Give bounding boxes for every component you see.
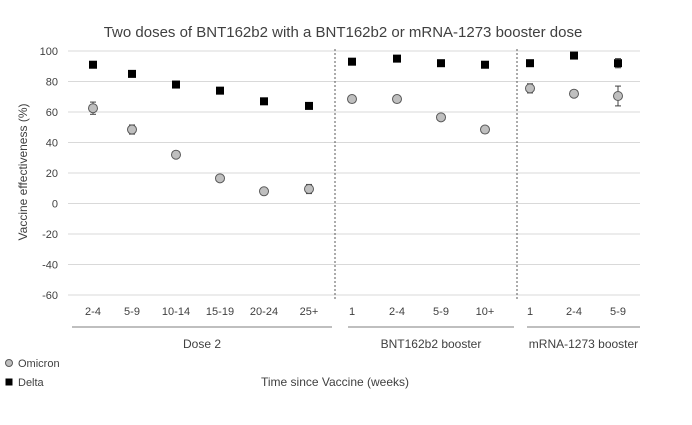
legend-label: Delta: [18, 377, 45, 389]
x-tick-label: 25+: [300, 306, 319, 318]
y-tick-label: -40: [42, 260, 58, 272]
omicron-point: [569, 88, 579, 99]
y-tick-labels: 100 80 60 40 20 0 -20 -40 -60: [40, 46, 58, 302]
y-tick-label: 60: [46, 107, 58, 119]
omicron-point: [436, 112, 446, 123]
x-tick-labels: 2-4 5-9 10-14 15-19 20-24 25+ 1 2-4 5-9 10+ 1 2-4 5-…: [85, 306, 626, 318]
omicron-point: [392, 94, 402, 105]
omicron-point: [480, 124, 490, 135]
x-axis-title: Time since Vaccine (weeks): [261, 375, 409, 389]
delta-point: [437, 59, 445, 68]
y-tick-label: -20: [42, 229, 58, 241]
delta-point: [216, 86, 224, 95]
omicron-point: [171, 149, 181, 160]
group-label: BNT162b2 booster: [381, 337, 482, 351]
chart-title: Two doses of BNT162b2 with a BNT162b2 or…: [104, 24, 583, 41]
x-tick-label: 1: [349, 306, 355, 318]
delta-point: [393, 54, 401, 63]
x-tick-label: 15-19: [206, 306, 234, 318]
delta-point: [89, 60, 97, 69]
x-tick-label: 5-9: [610, 306, 626, 318]
delta-point: [172, 80, 180, 89]
x-tick-label: 5-9: [433, 306, 449, 318]
omicron-point: [127, 124, 137, 135]
omicron-point: [259, 186, 269, 197]
y-tick-label: 0: [52, 199, 58, 211]
omicron-point: [215, 173, 225, 184]
x-tick-label: 1: [527, 306, 533, 318]
gridlines: [68, 50, 640, 296]
y-tick-label: 100: [40, 46, 58, 58]
omicron-point: [525, 83, 535, 94]
x-tick-label: 2-4: [389, 306, 405, 318]
y-axis-title: Vaccine effectiveness (%): [16, 104, 30, 241]
delta-point: [348, 57, 356, 66]
x-tick-label: 20-24: [250, 306, 278, 318]
legend-omicron-marker: [5, 359, 13, 367]
x-group-labels: Dose 2 BNT162b2 booster mRNA-1273 booster: [72, 326, 640, 351]
y-tick-label: -60: [42, 290, 58, 302]
group-separators: [334, 49, 518, 299]
legend-label: Omicron: [18, 358, 60, 370]
data-points: [88, 51, 623, 197]
group-label: Dose 2: [183, 337, 221, 351]
delta-point: [570, 51, 578, 60]
x-tick-label: 5-9: [124, 306, 140, 318]
x-tick-label: 10+: [476, 306, 495, 318]
delta-point: [481, 60, 489, 69]
group-label: mRNA-1273 booster: [529, 337, 638, 351]
x-tick-label: 10-14: [162, 306, 190, 318]
y-tick-label: 20: [46, 168, 58, 180]
delta-point: [305, 101, 313, 110]
y-tick-label: 80: [46, 77, 58, 89]
delta-point: [128, 69, 136, 78]
y-tick-label: 40: [46, 138, 58, 150]
legend-delta-marker: [5, 378, 13, 386]
delta-point: [614, 59, 622, 68]
omicron-point: [88, 103, 98, 114]
omicron-point: [347, 94, 357, 105]
omicron-point: [613, 90, 623, 101]
x-tick-label: 2-4: [85, 306, 101, 318]
delta-point: [260, 97, 268, 106]
omicron-point: [304, 184, 314, 195]
legend: Omicron Delta: [5, 358, 60, 389]
x-tick-label: 2-4: [566, 306, 582, 318]
delta-point: [526, 59, 534, 68]
